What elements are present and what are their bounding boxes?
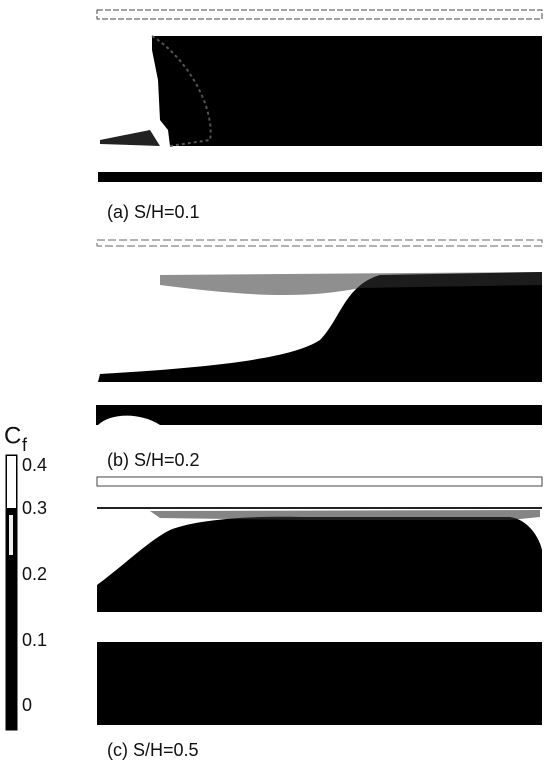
contour-region: [98, 415, 160, 425]
colorbar-tick: 0.2: [22, 564, 47, 584]
bottom-wall: [97, 642, 542, 725]
colorbar-segment: [9, 515, 13, 555]
colorbar: C f 0.4 0.3 0.2 0.1 0: [4, 422, 47, 731]
colorbar-tick: 0: [22, 695, 32, 715]
bottom-wall: [96, 405, 542, 425]
contour-region: [100, 130, 160, 146]
top-wall: [96, 476, 543, 487]
colorbar-tick: 0.1: [22, 630, 47, 650]
panel-c: (c) S/H=0.5: [96, 476, 543, 760]
contour-region: [152, 36, 542, 146]
bottom-wall: [98, 172, 542, 182]
contour-region: [98, 272, 542, 382]
panel-b: (b) S/H=0.2: [96, 239, 543, 470]
colorbar-symbol: C: [4, 422, 21, 449]
panel-label: (b) S/H=0.2: [107, 450, 200, 470]
panel-a: (a) S/H=0.1: [96, 9, 543, 222]
colorbar-segment: [7, 456, 16, 508]
transition-region: [160, 272, 542, 296]
transition-region: [150, 510, 540, 520]
contour-region: [97, 516, 542, 612]
transition-front: [151, 35, 212, 147]
colorbar-subscript: f: [22, 435, 28, 455]
top-wall: [96, 9, 543, 20]
colorbar-tick: 0.3: [22, 498, 47, 518]
panel-label: (a) S/H=0.1: [107, 202, 200, 222]
colorbar-tick: 0.4: [22, 455, 47, 475]
panel-label: (c) S/H=0.5: [107, 740, 199, 760]
colorbar-bar: [5, 454, 18, 731]
top-wall: [96, 239, 543, 247]
